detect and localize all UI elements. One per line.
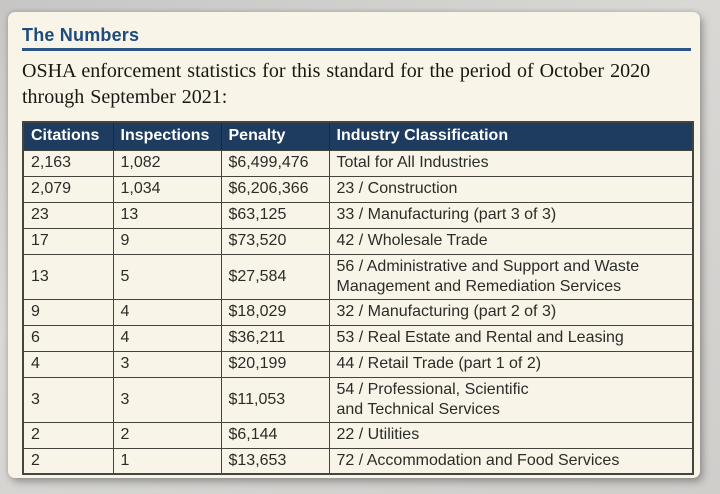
industry-classification-cell: 22 / Utilities: [328, 421, 694, 449]
citations-cell: 6: [22, 324, 114, 352]
penalty-cell: $36,211: [220, 324, 330, 352]
industry-classification-cell: 54 / Professional, Scientific and Techni…: [328, 376, 694, 423]
inspections-cell: 4: [112, 324, 222, 352]
table-row: 9 4 $18,029 32 / Manufacturing (part 2 of 3…: [22, 298, 694, 326]
citations-cell: 2,163: [22, 149, 114, 177]
inspections-cell: 1,034: [112, 175, 222, 203]
industry-classification-cell: Total for All Industries: [328, 149, 694, 177]
column-header-citations: Citations: [22, 121, 114, 151]
inspections-cell: 13: [112, 201, 222, 229]
table-row: 17 9 $73,520 42 / Wholesale Trade: [22, 227, 694, 255]
table-row: 2,163 1,082 $6,499,476 Total for All Indust…: [22, 149, 694, 177]
table-row: 4 3 $20,199 44 / Retail Trade (part 1 of 2): [22, 350, 694, 378]
citations-cell: 2,079: [22, 175, 114, 203]
table-row: 3 3 $11,053 54 / Professional, Scientific a…: [22, 376, 694, 423]
penalty-cell: $18,029: [220, 298, 330, 326]
industry-classification-cell: 33 / Manufacturing (part 3 of 3): [328, 201, 694, 229]
industry-classification-cell: 56 / Administrative and Support and Wast…: [328, 253, 694, 300]
column-header-penalty: Penalty: [220, 121, 330, 151]
penalty-cell: $27,584: [220, 253, 330, 300]
table-row: 2,079 1,034 $6,206,366 23 / Construction: [22, 175, 694, 203]
statistics-table: Citations Inspections Penalty Industry C…: [22, 121, 694, 475]
inspections-cell: 2: [112, 421, 222, 449]
section-title: The Numbers: [22, 25, 691, 51]
table-row: 2 1 $13,653 72 / Accommodation and Food Ser…: [22, 447, 694, 475]
inspections-cell: 3: [112, 350, 222, 378]
penalty-cell: $20,199: [220, 350, 330, 378]
penalty-cell: $6,144: [220, 421, 330, 449]
penalty-cell: $11,053: [220, 376, 330, 423]
citations-cell: 2: [22, 421, 114, 449]
industry-classification-cell: 72 / Accommodation and Food Services: [328, 447, 694, 475]
table-row: 13 5 $27,584 56 / Administrative and Suppor…: [22, 253, 694, 300]
inspections-cell: 3: [112, 376, 222, 423]
inspections-cell: 5: [112, 253, 222, 300]
penalty-cell: $73,520: [220, 227, 330, 255]
table-row: 2 2 $6,144 22 / Utilities: [22, 421, 694, 449]
column-header-inspections: Inspections: [112, 121, 222, 151]
penalty-cell: $6,206,366: [220, 175, 330, 203]
citations-cell: 9: [22, 298, 114, 326]
citations-cell: 23: [22, 201, 114, 229]
industry-classification-cell: 23 / Construction: [328, 175, 694, 203]
industry-classification-cell: 44 / Retail Trade (part 1 of 2): [328, 350, 694, 378]
citations-cell: 17: [22, 227, 114, 255]
industry-classification-cell: 32 / Manufacturing (part 2 of 3): [328, 298, 694, 326]
table-row: 6 4 $36,211 53 / Real Estate and Rental and…: [22, 324, 694, 352]
table-header-row: Citations Inspections Penalty Industry C…: [22, 121, 694, 151]
penalty-cell: $63,125: [220, 201, 330, 229]
penalty-cell: $6,499,476: [220, 149, 330, 177]
citations-cell: 4: [22, 350, 114, 378]
inspections-cell: 4: [112, 298, 222, 326]
column-header-industry-classification: Industry Classification: [328, 121, 694, 151]
industry-classification-cell: 53 / Real Estate and Rental and Leasing: [328, 324, 694, 352]
citations-cell: 13: [22, 253, 114, 300]
penalty-cell: $13,653: [220, 447, 330, 475]
statistics-table-body: 2,163 1,082 $6,499,476 Total for All Indust…: [22, 149, 694, 475]
inspections-cell: 9: [112, 227, 222, 255]
inspections-cell: 1: [112, 447, 222, 475]
inspections-cell: 1,082: [112, 149, 222, 177]
citations-cell: 2: [22, 447, 114, 475]
citations-cell: 3: [22, 376, 114, 423]
table-row: 23 13 $63,125 33 / Manufacturing (part 3 of…: [22, 201, 694, 229]
description-text: OSHA enforcement statistics for this sta…: [22, 60, 651, 108]
the-numbers-card: The Numbers OSHA enforcement statistics …: [8, 12, 700, 478]
industry-classification-cell: 42 / Wholesale Trade: [328, 227, 694, 255]
